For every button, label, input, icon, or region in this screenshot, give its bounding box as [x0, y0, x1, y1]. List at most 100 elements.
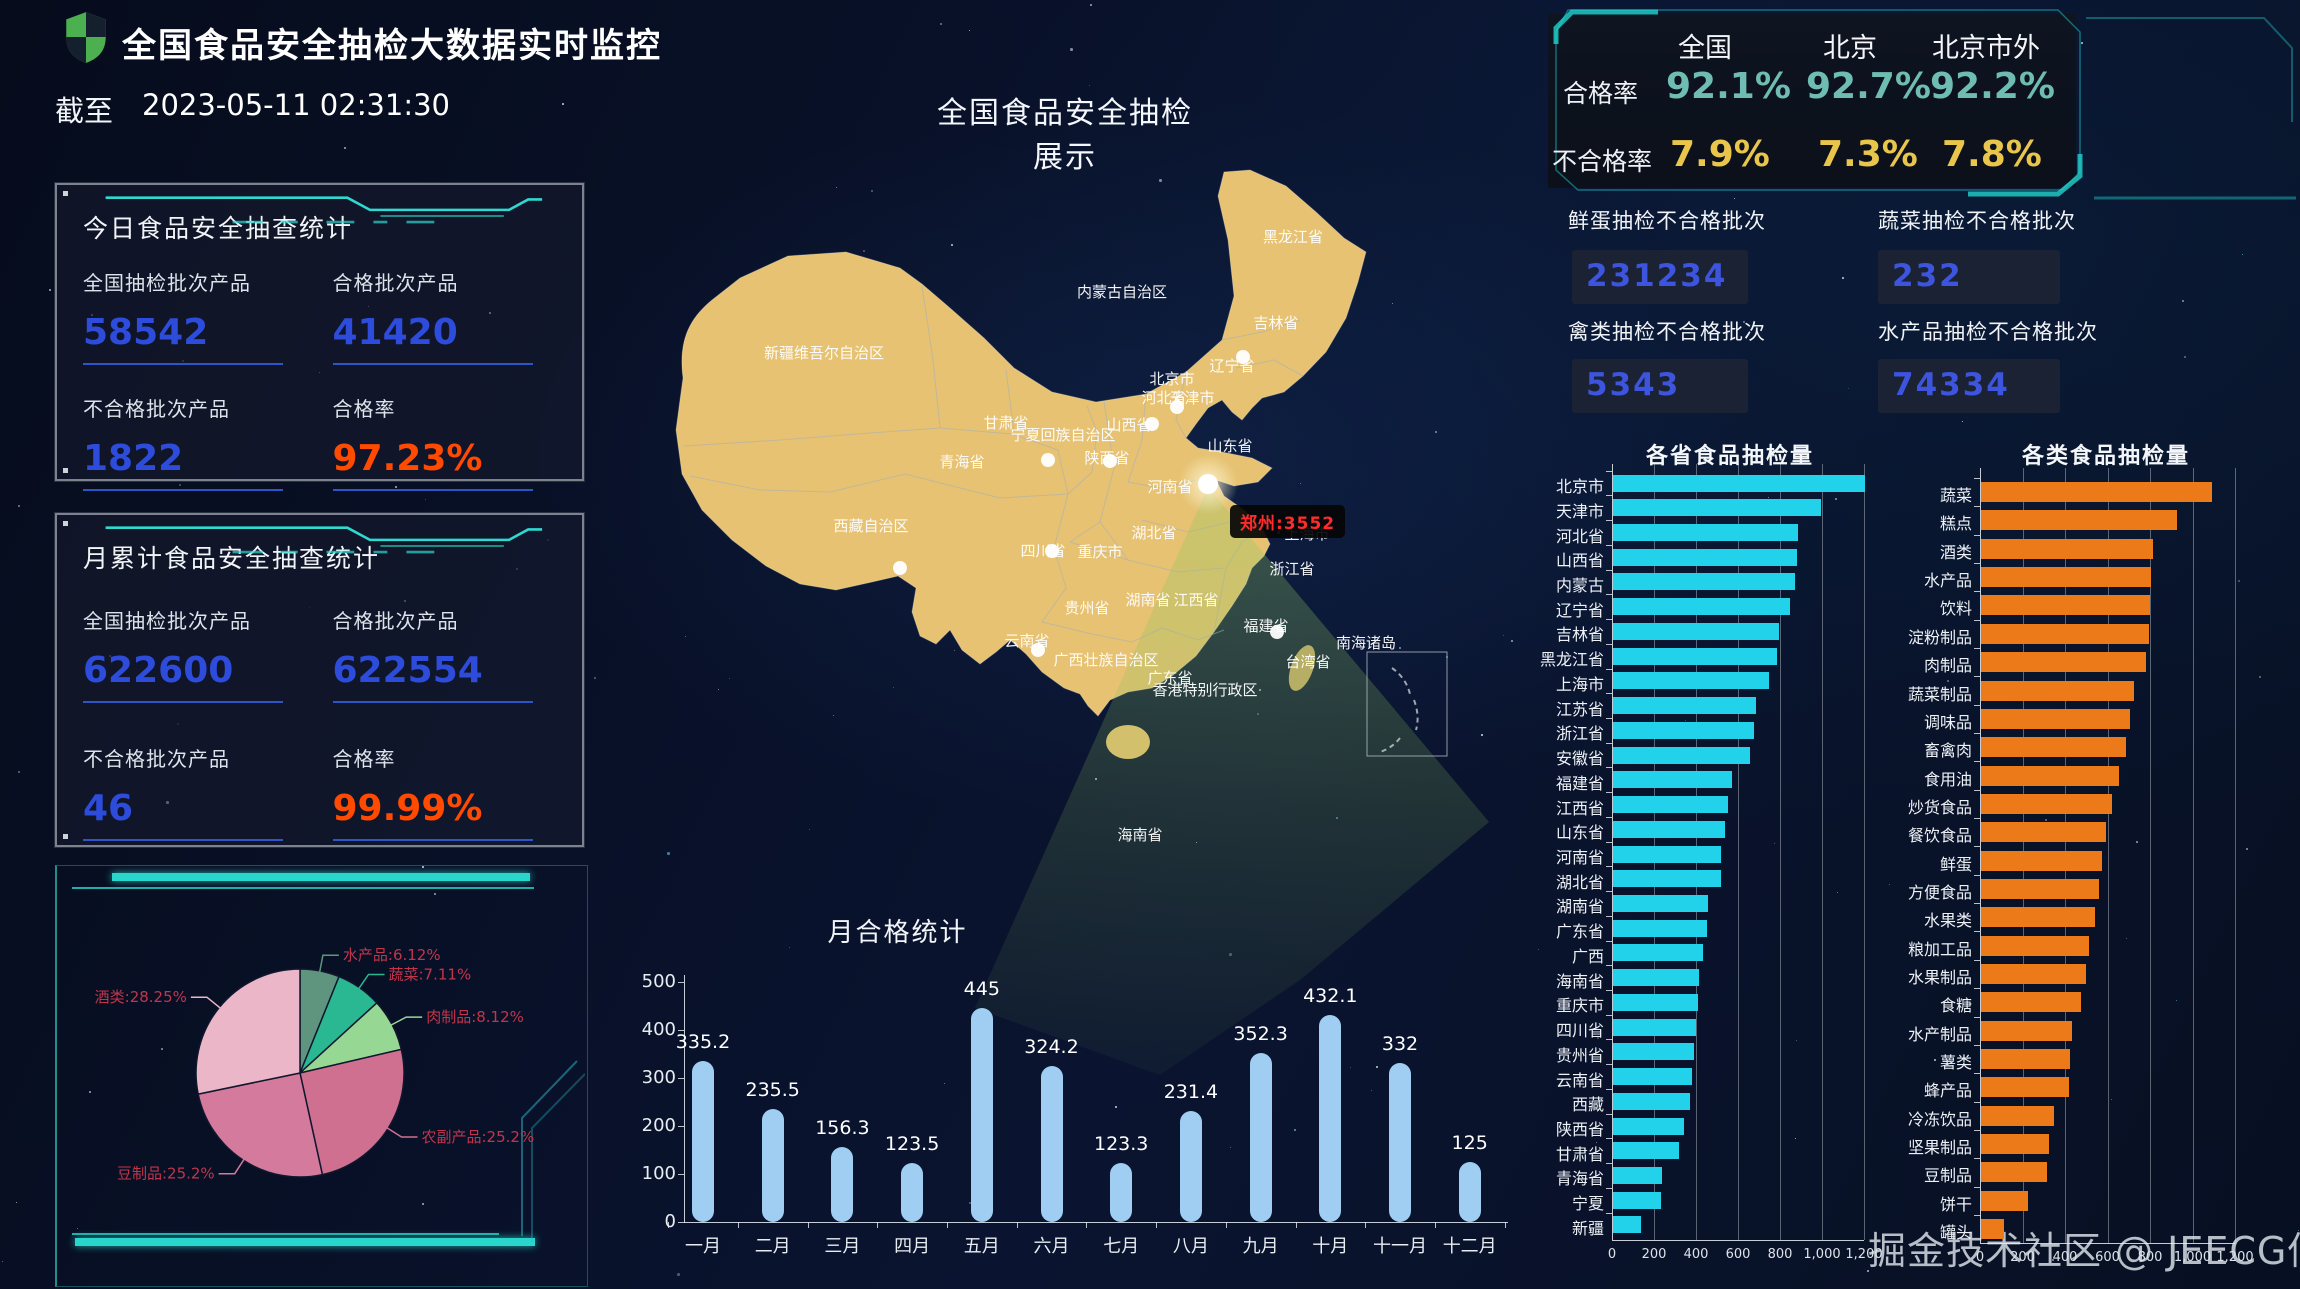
bar-餐饮食品[interactable] — [1981, 822, 2106, 843]
bar-辽宁省[interactable] — [1613, 598, 1791, 616]
tick-mark — [1606, 891, 1612, 892]
bar-广东省[interactable] — [1613, 919, 1708, 937]
gridline — [1780, 464, 1781, 1240]
bar-贵州省[interactable] — [1613, 1043, 1695, 1061]
bar-畜禽肉[interactable] — [1981, 737, 2126, 758]
month-bar-十二月[interactable] — [1458, 1162, 1481, 1222]
tick-mark — [678, 1126, 684, 1127]
deco-corner-lines — [521, 1060, 585, 1242]
month-bar-四月[interactable] — [901, 1162, 924, 1222]
bar-蔬菜制品[interactable] — [1981, 680, 2134, 701]
y-axis-line — [1612, 464, 1613, 1240]
tick-mark — [1974, 846, 1980, 848]
bar-海南省[interactable] — [1613, 969, 1700, 987]
bar-吉林省[interactable] — [1613, 622, 1779, 640]
month-bar-九月[interactable] — [1249, 1052, 1272, 1222]
bar-粮加工品[interactable] — [1981, 935, 2089, 956]
x-axis-tick: 1,200 — [1845, 1247, 1883, 1262]
bar-福建省[interactable] — [1613, 771, 1732, 789]
tick-mark — [1974, 931, 1980, 933]
bar-甘肃省[interactable] — [1613, 1142, 1680, 1160]
tick-mark — [1974, 704, 1980, 706]
bar-广西[interactable] — [1613, 944, 1703, 962]
tick-mark — [1016, 1222, 1018, 1228]
gridline — [1822, 464, 1823, 1240]
bar-饼干[interactable] — [1981, 1190, 2028, 1211]
card-eggs: 231234 — [1572, 250, 1748, 304]
category-label: 调味品 — [1923, 712, 1972, 732]
category-label: 山西省 — [1555, 551, 1604, 571]
bar-炒货食品[interactable] — [1981, 793, 2112, 814]
bar-水果类[interactable] — [1981, 907, 2096, 928]
category-label: 炒货食品 — [1907, 797, 1972, 817]
bar-黑龙江省[interactable] — [1613, 647, 1777, 665]
category-label: 坚果制品 — [1907, 1138, 1972, 1158]
month-bar-十一月[interactable] — [1389, 1062, 1411, 1222]
pie-label-line — [218, 1158, 246, 1175]
bar-江西省[interactable] — [1613, 796, 1728, 813]
bar-山东省[interactable] — [1613, 820, 1726, 838]
bar-罐头[interactable] — [1981, 1219, 2004, 1240]
bar-陕西省[interactable] — [1613, 1117, 1685, 1135]
bar-上海市[interactable] — [1613, 672, 1770, 690]
stat-month-rate: 合格率 99.99% — [332, 743, 583, 841]
deco-line — [72, 887, 534, 889]
bar-北京市[interactable] — [1613, 474, 1865, 492]
bar-肉制品[interactable] — [1981, 652, 2146, 673]
month-bar-二月[interactable] — [761, 1109, 784, 1222]
bar-坚果制品[interactable] — [1981, 1134, 2050, 1155]
month-bar-七月[interactable] — [1110, 1162, 1133, 1222]
bar-糕点[interactable] — [1981, 510, 2177, 531]
bar-水果制品[interactable] — [1981, 964, 2087, 984]
month-bar-五月[interactable] — [970, 1008, 993, 1222]
bar-蔬菜[interactable] — [1981, 482, 2212, 502]
bar-湖南省[interactable] — [1613, 894, 1708, 912]
bar-水产品[interactable] — [1981, 567, 2151, 587]
bar-浙江省[interactable] — [1613, 721, 1754, 739]
tick-mark — [1974, 619, 1980, 621]
bar-value-label: 123.5 — [884, 1132, 940, 1155]
bar-四川省[interactable] — [1613, 1018, 1696, 1036]
bar-淀粉制品[interactable] — [1981, 623, 2150, 644]
bar-调味品[interactable] — [1981, 708, 2131, 729]
bar-河南省[interactable] — [1613, 845, 1722, 863]
bar-水产制品[interactable] — [1981, 1020, 2072, 1041]
bar-西藏[interactable] — [1613, 1092, 1690, 1110]
tick-mark — [1606, 1138, 1612, 1140]
bar-蜂产品[interactable] — [1981, 1077, 2069, 1098]
bar-鲜蛋[interactable] — [1981, 850, 2103, 871]
bar-河北省[interactable] — [1613, 524, 1798, 541]
bar-冷冻饮品[interactable] — [1981, 1105, 2055, 1126]
bar-湖北省[interactable] — [1613, 870, 1721, 888]
bar-云南省[interactable] — [1613, 1068, 1692, 1085]
bar-天津市[interactable] — [1613, 499, 1821, 517]
bar-新疆[interactable] — [1613, 1216, 1642, 1234]
tick-mark — [1504, 1222, 1506, 1228]
x-axis-line — [1612, 1240, 1864, 1241]
month-bar-三月[interactable] — [831, 1147, 854, 1222]
bar-饮料[interactable] — [1981, 595, 2150, 616]
bar-江苏省[interactable] — [1613, 697, 1756, 715]
bar-重庆市[interactable] — [1613, 993, 1699, 1011]
month-bar-六月[interactable] — [1040, 1066, 1063, 1222]
bar-食用油[interactable] — [1981, 765, 2119, 786]
bar-薯类[interactable] — [1981, 1049, 2070, 1069]
month-bar-一月[interactable] — [692, 1061, 714, 1222]
tick-mark — [807, 1222, 809, 1228]
bar-豆制品[interactable] — [1981, 1162, 2047, 1183]
bar-value-label: 324.2 — [1024, 1036, 1079, 1059]
bar-酒类[interactable] — [1981, 538, 2154, 559]
bar-方便食品[interactable] — [1981, 878, 2099, 899]
bar-食糖[interactable] — [1981, 992, 2081, 1013]
bar-山西省[interactable] — [1613, 548, 1797, 566]
pie-slice-酒类[interactable] — [195, 968, 301, 1095]
category-label: 薯类 — [1939, 1053, 1972, 1072]
bar-青海省[interactable] — [1613, 1166, 1662, 1184]
y-axis-line — [684, 975, 685, 1223]
category-pie-chart[interactable]: 水产品:6.12% 蔬菜:7.11% 肉制品:8.12% 农副产品:25.2% 豆制品:… — [55, 865, 585, 1285]
month-bar-八月[interactable] — [1179, 1110, 1202, 1222]
bar-安徽省[interactable] — [1613, 746, 1750, 764]
bar-内蒙古[interactable] — [1613, 573, 1795, 591]
bar-宁夏[interactable] — [1613, 1191, 1661, 1209]
month-bar-十月[interactable] — [1319, 1014, 1342, 1222]
